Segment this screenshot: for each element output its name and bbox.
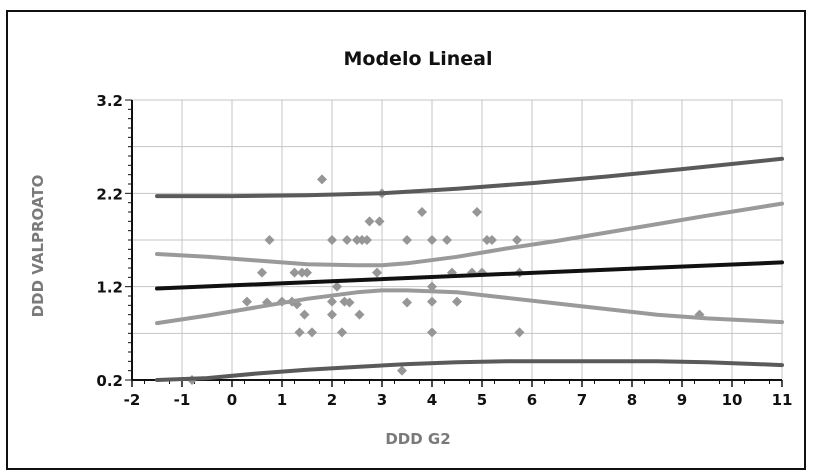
model-lines bbox=[155, 156, 784, 382]
data-point bbox=[289, 267, 300, 278]
chart-title: Modelo Lineal bbox=[344, 48, 493, 70]
y-axis-label: DDD VALPROATO bbox=[29, 175, 47, 318]
data-point bbox=[299, 309, 310, 320]
x-tick-label: 1 bbox=[277, 391, 287, 409]
data-point bbox=[242, 296, 252, 307]
prediction-upper-line bbox=[155, 156, 784, 199]
data-point bbox=[317, 174, 327, 185]
data-point bbox=[362, 235, 372, 245]
y-tick-label: 3.2 bbox=[96, 92, 123, 110]
data-point bbox=[364, 216, 375, 227]
data-point bbox=[264, 235, 275, 245]
x-tick-label: -2 bbox=[124, 391, 141, 409]
y-tick-labels: 0.2 1.2 2.2 3.2 bbox=[96, 92, 123, 390]
data-point bbox=[327, 296, 337, 307]
data-point bbox=[512, 235, 522, 245]
x-tick-label: 6 bbox=[527, 391, 537, 409]
confidence-upper-line bbox=[155, 201, 784, 268]
y-tick-label: 1.2 bbox=[96, 279, 123, 297]
data-point bbox=[344, 297, 355, 308]
data-point bbox=[257, 267, 267, 278]
x-tick-label: 8 bbox=[627, 391, 637, 409]
data-point bbox=[337, 327, 347, 338]
data-point bbox=[302, 267, 312, 278]
x-tick-labels: -2 -1 0 1 2 3 4 5 6 7 8 9 10 11 bbox=[124, 391, 793, 409]
x-tick-label: 11 bbox=[772, 391, 793, 409]
data-point bbox=[332, 281, 342, 292]
y-tick-label: 2.2 bbox=[96, 185, 123, 203]
y-tick-label: 0.2 bbox=[96, 372, 123, 390]
x-tick-label: 3 bbox=[377, 391, 387, 409]
data-point bbox=[427, 235, 437, 245]
x-tick-label: -1 bbox=[174, 391, 191, 409]
data-point bbox=[417, 207, 427, 217]
data-point bbox=[307, 327, 317, 338]
data-point bbox=[397, 365, 407, 376]
data-point bbox=[427, 327, 437, 338]
data-point bbox=[374, 216, 385, 227]
x-tick-label: 10 bbox=[722, 391, 743, 409]
data-point bbox=[442, 235, 452, 245]
x-axis-label: DDD G2 bbox=[385, 430, 450, 448]
data-point bbox=[452, 296, 462, 307]
x-tick-label: 2 bbox=[327, 391, 337, 409]
confidence-lower-line bbox=[155, 288, 784, 326]
x-tick-label: 4 bbox=[427, 391, 437, 409]
data-point bbox=[427, 296, 437, 307]
data-point bbox=[372, 267, 382, 278]
data-point bbox=[354, 309, 365, 320]
prediction-lower-line bbox=[155, 359, 784, 382]
x-tick-label: 7 bbox=[577, 391, 587, 409]
data-point bbox=[327, 235, 337, 245]
data-point bbox=[472, 207, 482, 217]
data-point bbox=[342, 235, 352, 245]
x-tick-label: 9 bbox=[677, 391, 687, 409]
data-point bbox=[487, 235, 497, 245]
axes bbox=[125, 99, 783, 387]
scatter-chart: Modelo Lineal -2 -1 0 1 2 3 4 5 6 7 8 9 10 11 0.2 1.2 2… bbox=[29, 48, 793, 448]
grid bbox=[131, 99, 783, 381]
data-point bbox=[427, 281, 437, 292]
data-point bbox=[327, 309, 337, 320]
x-tick-label: 5 bbox=[477, 391, 487, 409]
data-points bbox=[187, 174, 705, 385]
data-point bbox=[402, 235, 412, 245]
data-point bbox=[294, 327, 305, 338]
chart-frame: Modelo Lineal -2 -1 0 1 2 3 4 5 6 7 8 9 10 11 0.2 1.2 2… bbox=[6, 10, 806, 470]
x-tick-label: 0 bbox=[227, 391, 237, 409]
data-point bbox=[514, 327, 525, 338]
fit-line bbox=[155, 260, 784, 291]
data-point bbox=[402, 297, 412, 308]
